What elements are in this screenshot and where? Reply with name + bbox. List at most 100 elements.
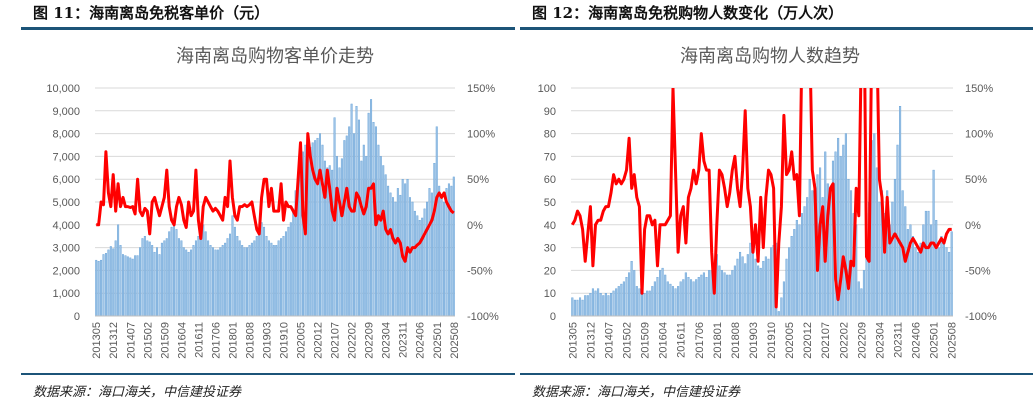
bar bbox=[795, 220, 798, 317]
bar bbox=[612, 290, 615, 317]
bar bbox=[806, 197, 809, 317]
bar bbox=[935, 220, 938, 317]
bar bbox=[754, 258, 757, 317]
bar bbox=[609, 293, 613, 317]
x-tick-label: 201808 bbox=[244, 322, 256, 359]
bar bbox=[800, 213, 804, 317]
x-tick-label: 202012 bbox=[313, 322, 325, 359]
bar bbox=[628, 272, 631, 317]
bar bbox=[589, 293, 592, 317]
bar bbox=[692, 281, 695, 317]
x-tick-label: 201801 bbox=[227, 322, 239, 359]
bar bbox=[695, 279, 698, 317]
x-tick-label: 201407 bbox=[125, 322, 137, 359]
x-tick-label: 201305 bbox=[91, 322, 103, 359]
bar bbox=[581, 299, 584, 317]
bar bbox=[862, 270, 865, 317]
bar bbox=[622, 281, 625, 317]
bar bbox=[579, 297, 582, 317]
bar bbox=[571, 297, 574, 317]
bar bbox=[922, 224, 925, 317]
y-left-tick-label: 8,000 bbox=[52, 129, 80, 141]
x-tick-label: 202012 bbox=[802, 322, 814, 359]
bar bbox=[651, 286, 654, 317]
x-tick-label: 202311 bbox=[893, 322, 905, 358]
y-left-tick-label: 4,000 bbox=[52, 220, 80, 232]
bar bbox=[899, 106, 902, 317]
y-right-tick-label: 150% bbox=[467, 83, 495, 95]
x-tick-label: 201910 bbox=[766, 322, 778, 359]
bar bbox=[930, 224, 933, 317]
bar bbox=[656, 277, 659, 317]
figure-11-title: 图 11：海南离岛免税客单价（元） bbox=[33, 4, 270, 22]
x-tick-label: 201407 bbox=[603, 322, 615, 359]
y-left-tick-label: 80 bbox=[544, 129, 556, 141]
bar bbox=[723, 272, 726, 317]
bar bbox=[653, 281, 656, 317]
x-tick-label: 201910 bbox=[279, 322, 291, 359]
y-left-tick-label: 40 bbox=[544, 220, 556, 232]
x-tick-label: 202209 bbox=[856, 322, 868, 359]
bar bbox=[635, 286, 638, 317]
y-left-tick-label: 6,000 bbox=[52, 174, 80, 186]
bar bbox=[617, 286, 620, 317]
bar bbox=[689, 279, 693, 317]
bar bbox=[788, 247, 791, 317]
y-left-tick-label: 50 bbox=[544, 197, 556, 209]
bar bbox=[597, 288, 600, 317]
y-right-tick-label: -50% bbox=[965, 265, 991, 277]
bar bbox=[860, 288, 863, 317]
bar bbox=[602, 295, 605, 317]
bar bbox=[909, 224, 912, 317]
bar bbox=[937, 247, 940, 317]
figure-11-top-rule bbox=[21, 27, 515, 30]
bar bbox=[919, 242, 922, 317]
bar bbox=[948, 251, 951, 317]
bar bbox=[661, 267, 664, 317]
bar bbox=[731, 270, 734, 317]
bar bbox=[767, 258, 770, 317]
bar bbox=[914, 247, 917, 317]
bar bbox=[625, 277, 628, 317]
x-tick-label: 201611 bbox=[676, 322, 688, 358]
bar bbox=[720, 270, 724, 317]
x-tick-label: 201611 bbox=[193, 322, 205, 358]
bar bbox=[857, 281, 860, 317]
bar bbox=[785, 258, 788, 317]
x-tick-label: 201706 bbox=[694, 322, 706, 359]
yoy-line bbox=[96, 132, 455, 263]
bar bbox=[718, 265, 721, 317]
bar bbox=[808, 178, 811, 317]
bar bbox=[780, 297, 783, 317]
x-tick-label: 201808 bbox=[730, 322, 742, 359]
x-tick-label: 202107 bbox=[820, 322, 832, 359]
bar bbox=[682, 279, 685, 317]
y-left-tick-label: 90 bbox=[544, 106, 556, 118]
bar bbox=[620, 283, 623, 317]
bar bbox=[594, 290, 597, 317]
bar bbox=[607, 295, 610, 317]
y-right-tick-label: 0% bbox=[467, 220, 483, 232]
x-tick-label: 201509 bbox=[640, 322, 652, 359]
x-tick-label: 202202 bbox=[347, 322, 359, 359]
bar bbox=[847, 178, 850, 317]
x-tick-label: 202501 bbox=[432, 322, 444, 359]
bar bbox=[684, 272, 687, 317]
x-tick-label: 201604 bbox=[176, 322, 188, 359]
bar bbox=[664, 274, 667, 317]
bar bbox=[669, 283, 672, 317]
y-left-tick-label: 9,000 bbox=[52, 106, 80, 118]
figure-12-source: 数据来源：海口海关，中信建投证券 bbox=[532, 385, 741, 400]
figure-12-bottom-rule bbox=[520, 373, 1033, 375]
bar bbox=[924, 210, 927, 317]
bar bbox=[705, 277, 708, 317]
y-left-tick-label: 100 bbox=[538, 83, 556, 95]
bar bbox=[744, 263, 747, 317]
figure-11-bottom-rule bbox=[21, 373, 515, 375]
bar bbox=[878, 201, 881, 317]
bar bbox=[604, 293, 607, 317]
bar bbox=[790, 235, 793, 317]
bar bbox=[591, 288, 594, 317]
bar bbox=[911, 235, 915, 317]
